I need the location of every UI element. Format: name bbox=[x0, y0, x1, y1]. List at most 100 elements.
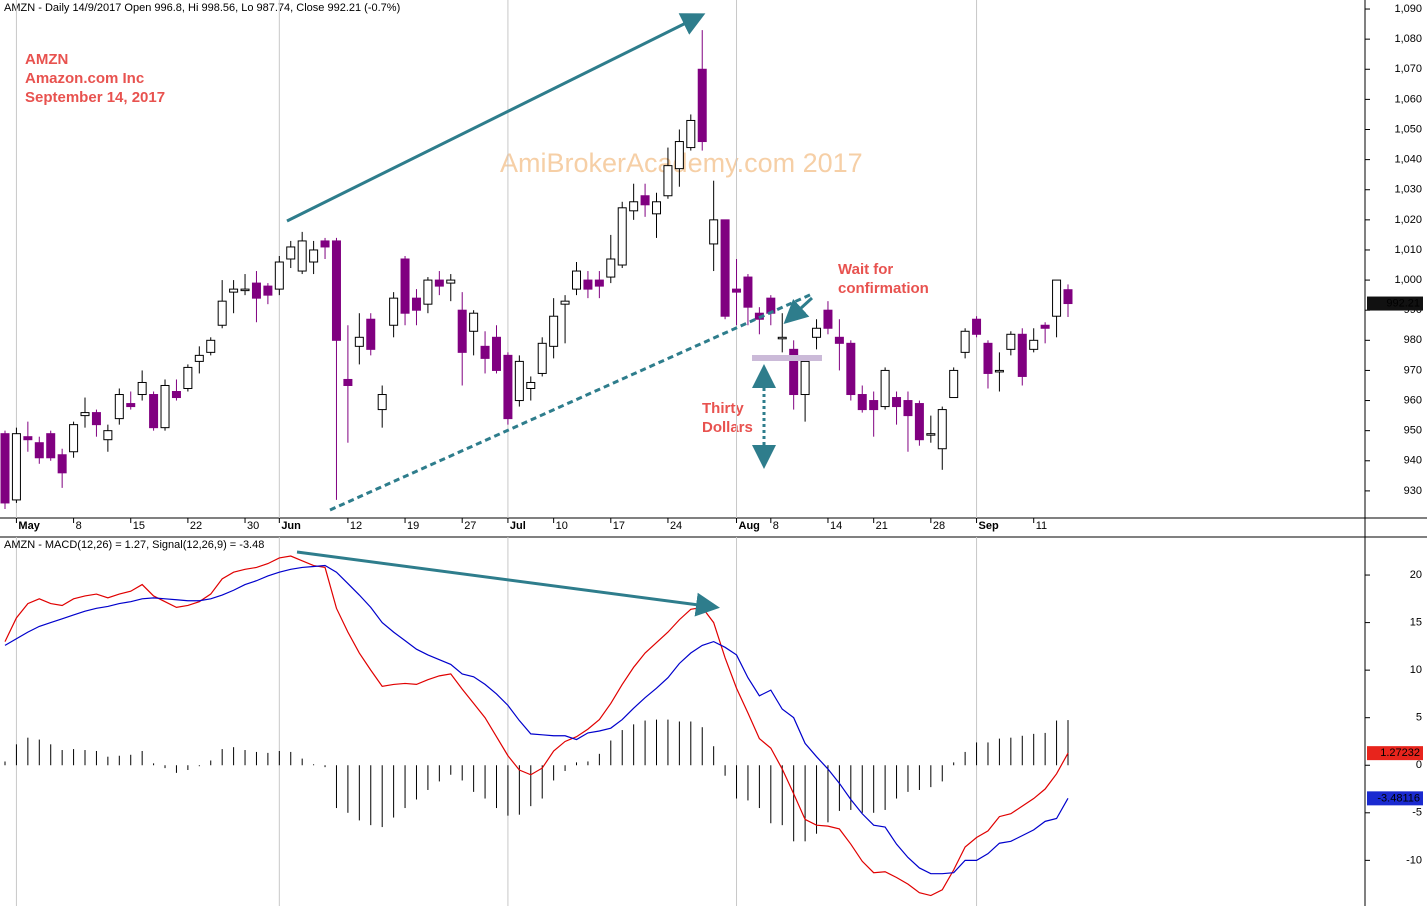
candle-body bbox=[57, 454, 67, 474]
candle-body bbox=[469, 312, 479, 332]
candle-body bbox=[846, 342, 856, 396]
candle-body bbox=[46, 433, 56, 459]
date-note: September 14, 2017 bbox=[25, 89, 165, 106]
trend-arrow bbox=[286, 13, 706, 223]
x-tick-label: 15 bbox=[133, 520, 145, 532]
candle-body bbox=[263, 285, 273, 296]
candle-body bbox=[629, 201, 639, 212]
candle-body bbox=[366, 318, 376, 350]
candle-body bbox=[652, 201, 662, 215]
candle-body bbox=[983, 342, 993, 374]
x-tick-label: 21 bbox=[876, 520, 888, 532]
candle-body bbox=[720, 219, 730, 317]
candle-body bbox=[926, 433, 936, 436]
last-value-tag-bg bbox=[1367, 746, 1423, 761]
x-tick-label: 8 bbox=[76, 520, 82, 532]
candle-body bbox=[160, 384, 170, 429]
y-tick-label: 1,020 bbox=[1394, 214, 1422, 226]
candle-body bbox=[594, 279, 604, 287]
candle-body bbox=[0, 433, 10, 504]
candle-body bbox=[389, 297, 399, 326]
macd-title: , bbox=[146, 539, 149, 551]
last-price-tag-bg bbox=[1367, 296, 1423, 311]
y-tick-label: 1,030 bbox=[1394, 184, 1422, 196]
candle-body bbox=[309, 249, 319, 263]
candle-body bbox=[583, 279, 593, 290]
last-value-tag: 1.27232 bbox=[1380, 747, 1420, 759]
candle-body bbox=[663, 165, 673, 197]
y-tick-label: 10 bbox=[1410, 664, 1422, 676]
candle-body bbox=[251, 282, 261, 299]
wait-note: confirmation bbox=[838, 280, 929, 297]
candle-body bbox=[1040, 324, 1050, 329]
last-value-tag: -3.48116 bbox=[1377, 792, 1420, 804]
candle-body bbox=[834, 336, 844, 344]
candle-body bbox=[297, 240, 307, 272]
x-tick-label: Sep bbox=[979, 520, 999, 532]
candle-body bbox=[103, 430, 113, 441]
candle-body bbox=[697, 68, 707, 143]
candle-body bbox=[892, 397, 902, 408]
candle-body bbox=[1052, 279, 1062, 317]
candle-body bbox=[514, 360, 524, 402]
candle-body bbox=[880, 369, 890, 408]
candle-body bbox=[549, 315, 559, 347]
candle-body bbox=[800, 360, 810, 396]
y-tick-label: 1,040 bbox=[1394, 154, 1422, 166]
candle-body bbox=[606, 258, 616, 278]
candle-body bbox=[1029, 339, 1039, 350]
candle-body bbox=[446, 279, 456, 284]
candle-body bbox=[91, 412, 101, 426]
candle-body bbox=[1063, 289, 1073, 305]
candle-body bbox=[411, 297, 421, 311]
candle-body bbox=[937, 409, 947, 450]
x-tick-label: 17 bbox=[613, 520, 625, 532]
y-tick-label: 15 bbox=[1410, 616, 1422, 628]
x-tick-label: 30 bbox=[247, 520, 259, 532]
candle-body bbox=[869, 400, 879, 411]
x-tick-label: 14 bbox=[830, 520, 842, 532]
candle-body bbox=[34, 442, 44, 459]
macd-title: AMZN - bbox=[4, 539, 42, 551]
y-tick-label: 1,080 bbox=[1394, 33, 1422, 45]
candle-body bbox=[286, 246, 296, 260]
candle-body bbox=[537, 342, 547, 374]
x-tick-label: 12 bbox=[350, 520, 362, 532]
candle-body bbox=[640, 195, 650, 206]
candle-body bbox=[960, 330, 970, 353]
y-tick-label: 0 bbox=[1416, 759, 1422, 771]
candle-body bbox=[343, 378, 353, 386]
candle-body bbox=[789, 348, 799, 396]
y-tick-label: 1,090 bbox=[1394, 3, 1422, 15]
candle-body bbox=[560, 300, 570, 305]
candle-body bbox=[572, 270, 581, 290]
y-tick-label: 1,050 bbox=[1394, 123, 1422, 135]
candle-body bbox=[812, 327, 822, 338]
y-tick-label: 940 bbox=[1404, 455, 1422, 467]
candle-body bbox=[400, 258, 410, 314]
last-value-tag-bg bbox=[1367, 791, 1423, 806]
candle-body bbox=[217, 300, 227, 326]
symbol-note: AMZN bbox=[25, 51, 68, 68]
company-note: Amazon.com Inc bbox=[25, 70, 144, 87]
y-tick-label: 970 bbox=[1404, 364, 1422, 376]
x-tick-label: Jun bbox=[281, 520, 301, 532]
candle-body bbox=[994, 369, 1004, 373]
indicator-line bbox=[4, 555, 1069, 897]
wait-note: Wait for bbox=[838, 261, 893, 278]
y-tick-label: 950 bbox=[1404, 425, 1422, 437]
candle-body bbox=[526, 381, 536, 390]
macd-title: MACD(12,26) = 1.27 bbox=[45, 539, 146, 551]
candle-body bbox=[1006, 333, 1016, 350]
candle-body bbox=[434, 279, 444, 287]
candle-body bbox=[126, 403, 136, 408]
y-tick-label: 1,010 bbox=[1394, 244, 1422, 256]
candle-body bbox=[857, 394, 867, 411]
candle-body bbox=[743, 276, 753, 308]
candle-body bbox=[777, 336, 787, 340]
indicator-line bbox=[4, 564, 1069, 875]
candle-body bbox=[709, 219, 719, 245]
candle-body bbox=[617, 207, 627, 266]
candle-body bbox=[331, 240, 341, 341]
y-tick-label: 1,060 bbox=[1394, 93, 1422, 105]
